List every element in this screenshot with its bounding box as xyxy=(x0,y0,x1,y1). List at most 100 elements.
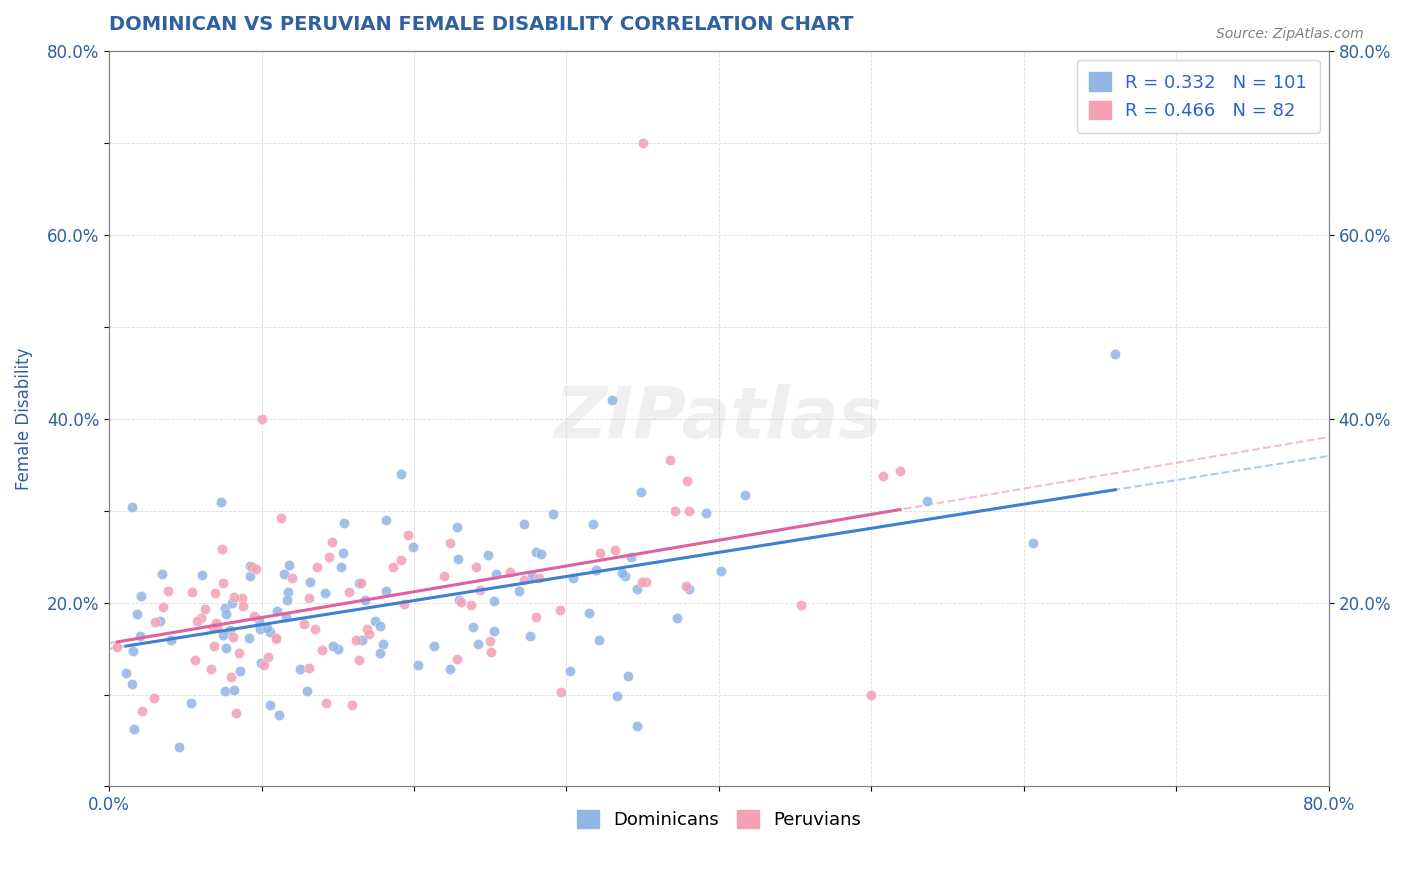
Point xyxy=(613,569,636,583)
Point xyxy=(264,631,287,645)
Point xyxy=(789,598,811,612)
Point xyxy=(349,575,371,590)
Point xyxy=(270,510,292,524)
Point xyxy=(678,504,700,518)
Point xyxy=(612,566,634,581)
Point xyxy=(311,642,333,657)
Point xyxy=(278,558,301,573)
Point xyxy=(143,615,166,629)
Point xyxy=(485,566,508,581)
Point xyxy=(374,512,396,526)
Point xyxy=(281,571,304,585)
Point xyxy=(225,706,247,721)
Point xyxy=(228,664,250,678)
Point xyxy=(228,646,250,660)
Point xyxy=(562,571,585,585)
Point xyxy=(337,585,360,599)
Point xyxy=(461,620,484,634)
Point xyxy=(190,611,212,625)
Point xyxy=(191,567,214,582)
Point xyxy=(423,639,446,653)
Point xyxy=(482,624,505,639)
Point xyxy=(238,631,260,645)
Point xyxy=(389,553,412,567)
Point xyxy=(307,559,329,574)
Point xyxy=(160,633,183,648)
Point xyxy=(364,615,387,629)
Point xyxy=(322,640,344,654)
Legend: Dominicans, Peruvians: Dominicans, Peruvians xyxy=(569,803,868,837)
Point xyxy=(666,610,689,624)
Point xyxy=(250,411,273,425)
Point xyxy=(205,615,228,630)
Point xyxy=(634,575,657,590)
Point xyxy=(201,620,224,634)
Point xyxy=(212,576,235,591)
Point xyxy=(558,665,581,679)
Point xyxy=(215,607,238,622)
Point xyxy=(245,561,267,575)
Point xyxy=(256,621,278,635)
Point xyxy=(582,516,605,531)
Point xyxy=(631,136,654,150)
Point xyxy=(340,698,363,712)
Point xyxy=(356,622,378,636)
Point xyxy=(276,593,298,607)
Point xyxy=(222,682,245,697)
Point xyxy=(297,661,319,675)
Point xyxy=(221,596,243,610)
Point xyxy=(127,607,149,622)
Point xyxy=(354,592,377,607)
Point xyxy=(205,619,228,633)
Point xyxy=(232,599,254,613)
Point xyxy=(347,653,370,667)
Point xyxy=(211,541,233,556)
Point xyxy=(467,637,489,651)
Point xyxy=(578,606,600,620)
Point xyxy=(149,614,172,628)
Point xyxy=(447,552,470,566)
Point xyxy=(314,586,336,600)
Point xyxy=(498,565,520,579)
Text: ZIPatlas: ZIPatlas xyxy=(555,384,883,453)
Point xyxy=(259,698,281,713)
Point xyxy=(186,614,208,628)
Point xyxy=(333,516,356,530)
Point xyxy=(860,688,883,702)
Point xyxy=(209,495,232,509)
Point xyxy=(433,568,456,582)
Point xyxy=(606,689,628,703)
Point xyxy=(512,517,534,532)
Point xyxy=(298,591,321,606)
Point xyxy=(129,629,152,643)
Point xyxy=(350,633,373,648)
Point xyxy=(202,639,225,653)
Point xyxy=(620,550,643,565)
Point xyxy=(524,609,547,624)
Point xyxy=(298,575,321,590)
Point xyxy=(259,624,281,639)
Point xyxy=(295,683,318,698)
Point xyxy=(350,575,373,590)
Point xyxy=(439,535,461,549)
Point xyxy=(239,569,262,583)
Point xyxy=(264,632,287,647)
Point xyxy=(872,469,894,483)
Point xyxy=(529,571,551,585)
Point xyxy=(548,603,571,617)
Point xyxy=(183,652,205,666)
Point xyxy=(292,617,315,632)
Point xyxy=(115,665,138,680)
Point xyxy=(219,670,242,684)
Point xyxy=(408,657,430,672)
Point xyxy=(121,677,143,691)
Point xyxy=(219,624,242,638)
Point xyxy=(524,545,547,559)
Point xyxy=(374,584,396,599)
Point xyxy=(439,663,461,677)
Point xyxy=(273,566,295,581)
Point xyxy=(446,652,468,666)
Point xyxy=(371,637,394,651)
Y-axis label: Female Disability: Female Disability xyxy=(15,347,32,490)
Point xyxy=(157,584,180,599)
